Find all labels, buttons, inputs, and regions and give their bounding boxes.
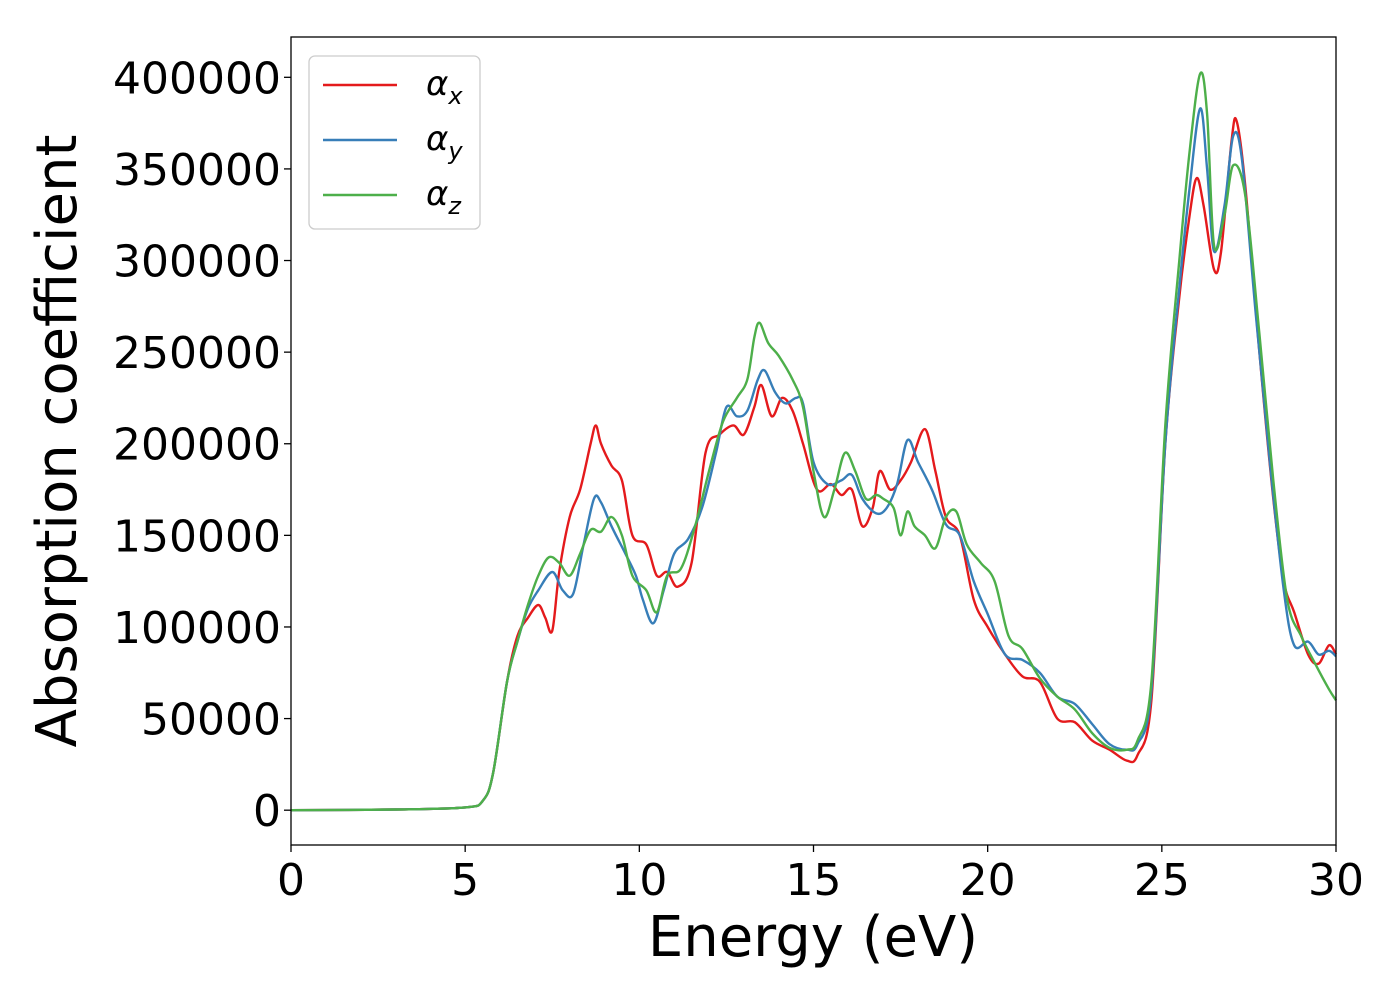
legend-box — [308, 55, 481, 230]
series-lines — [290, 71, 1338, 812]
x-tick-label: 25 — [1134, 855, 1190, 906]
x-tick-label: 10 — [611, 855, 667, 906]
x-tick-label: 15 — [786, 855, 842, 906]
y-tick-label: 100000 — [113, 603, 281, 654]
y-axis-ticks: 0 50000 100000 150000 200000 250000 300000 3500… — [113, 53, 291, 837]
x-axis-ticks: 0 5 10 15 20 25 30 — [277, 845, 1364, 906]
y-tick-label: 250000 — [113, 328, 281, 379]
y-tick-label: 300000 — [113, 237, 281, 288]
y-tick-label: 200000 — [113, 420, 281, 471]
y-axis-title: Absorption coefficient — [25, 135, 90, 748]
x-axis-title: Energy (eV) — [648, 905, 978, 970]
series-line-alpha-x — [290, 116, 1338, 812]
x-tick-label: 30 — [1308, 855, 1364, 906]
y-tick-label: 350000 — [113, 145, 281, 196]
x-tick-label: 0 — [277, 855, 305, 906]
y-tick-label: 50000 — [141, 695, 281, 746]
x-tick-label: 5 — [451, 855, 479, 906]
y-tick-label: 0 — [253, 786, 281, 837]
x-tick-label: 20 — [960, 855, 1016, 906]
series-line-alpha-y — [290, 107, 1337, 812]
y-tick-label: 150000 — [113, 511, 281, 562]
y-tick-label: 400000 — [113, 53, 281, 104]
series-line-alpha-z — [290, 71, 1338, 812]
